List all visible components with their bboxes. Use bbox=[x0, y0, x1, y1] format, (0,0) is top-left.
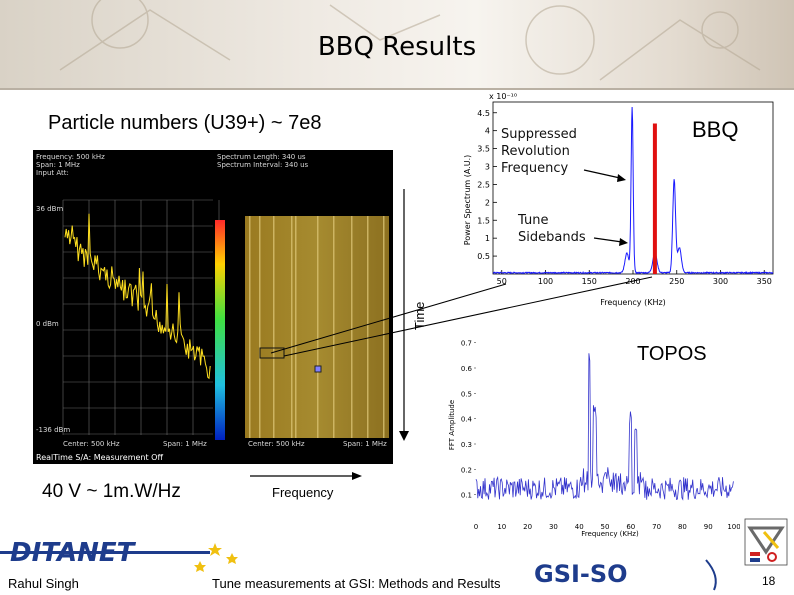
frequency-arrow bbox=[250, 472, 362, 480]
power-density-label: 40 V ~ 1m.W/Hz bbox=[42, 481, 181, 502]
topos-xtick-label: 90 bbox=[704, 523, 713, 531]
topos-xlabel: Frequency (KHz) bbox=[581, 530, 639, 538]
analyzer-graphics bbox=[33, 150, 393, 464]
revolution-annotation: Suppressed Revolution Frequency bbox=[501, 126, 577, 177]
bbq-xlabel: Frequency (KHz) bbox=[600, 298, 666, 307]
header-band bbox=[0, 0, 794, 88]
slide-title: BBQ Results bbox=[317, 32, 477, 62]
analyzer-spectrum-interval: Spectrum Interval: 340 us bbox=[217, 161, 309, 169]
time-arrow bbox=[399, 189, 409, 441]
analyzer-center-left: Center: 500 kHz bbox=[63, 440, 120, 448]
revolution-annotation-line1: Suppressed bbox=[501, 127, 577, 142]
analyzer-y-bottom: -136 dBm bbox=[36, 426, 71, 434]
bbq-xtick-label: 150 bbox=[582, 277, 597, 286]
temf-logo bbox=[744, 518, 788, 566]
particle-numbers-label: Particle numbers (U39+) ~ 7e8 bbox=[48, 112, 322, 134]
topos-ytick-label: 0.2 bbox=[461, 466, 472, 474]
analyzer-info-right: Spectrum Length: 340 us Spectrum Interva… bbox=[217, 153, 308, 169]
topos-ytick-label: 0.4 bbox=[461, 416, 473, 424]
bbq-plot: 0.511.522.533.544.5 50100150200250300350… bbox=[463, 92, 774, 307]
bbq-ylabel: Power Spectrum (A.U.) bbox=[463, 155, 472, 246]
topos-ytick-label: 0.7 bbox=[461, 340, 472, 348]
footer-talk-title: Tune measurements at GSI: Methods and Re… bbox=[212, 576, 501, 591]
analyzer-span-right: Span: 1 MHz bbox=[343, 440, 387, 448]
bbq-ytick-label: 4.5 bbox=[477, 109, 490, 118]
bbq-xtick-label: 300 bbox=[713, 277, 728, 286]
analyzer-att-text: Input Att: bbox=[36, 169, 69, 177]
analyzer-center-right: Center: 500 kHz bbox=[248, 440, 305, 448]
revolution-annotation-line3: Frequency bbox=[501, 161, 569, 176]
bbq-xtick-label: 350 bbox=[757, 277, 772, 286]
footer-author: Rahul Singh bbox=[8, 576, 79, 591]
spectrum-analyzer-screen: Frequency: 500 kHz Span: 1 MHz Input Att… bbox=[33, 150, 393, 464]
bbq-xtick-label: 250 bbox=[669, 277, 684, 286]
topos-ytick-label: 0.6 bbox=[461, 365, 473, 373]
topos-xtick-label: 20 bbox=[523, 523, 532, 531]
revolution-annotation-line2: Revolution bbox=[501, 144, 570, 159]
topos-xtick-label: 50 bbox=[601, 523, 610, 531]
bbq-ytick-label: 1 bbox=[485, 234, 490, 243]
tune-annotation-line2: Sidebands bbox=[518, 230, 586, 245]
ditanet-logo-text: DITANET bbox=[10, 538, 137, 568]
header-decoration bbox=[59, 0, 761, 81]
tune-annotation: Tune Sidebands bbox=[518, 212, 586, 246]
topos-xtick-label: 100 bbox=[727, 523, 740, 531]
analyzer-status: RealTime S/A: Measurement Off bbox=[36, 453, 163, 462]
bbq-ytick-label: 3 bbox=[485, 163, 490, 172]
topos-ytick-label: 0.3 bbox=[461, 441, 472, 449]
topos-ytick-label: 0.5 bbox=[461, 390, 472, 398]
topos-plot: 0.1 0.2 0.3 0.4 0.5 0.6 0.7 0 10 20 30 40 50 60 70 80 9… bbox=[448, 340, 740, 538]
topos-xtick-label: 70 bbox=[652, 523, 661, 531]
topos-xtick-label: 40 bbox=[575, 523, 584, 531]
analyzer-info-left: Frequency: 500 kHz Span: 1 MHz Input Att… bbox=[36, 153, 105, 177]
bbq-ytick-label: 2.5 bbox=[477, 180, 490, 189]
frequency-label: Frequency bbox=[272, 485, 334, 500]
bbq-ytick-label: 4 bbox=[485, 127, 490, 136]
analyzer-span-left: Span: 1 MHz bbox=[163, 440, 207, 448]
topos-xtick-label: 80 bbox=[678, 523, 687, 531]
topos-xtick-label: 0 bbox=[474, 523, 478, 531]
analyzer-spectrum-length: Spectrum Length: 340 us bbox=[217, 153, 306, 161]
bbq-ytick-label: 1.5 bbox=[477, 216, 490, 225]
bbq-exponent: x 10⁻¹⁰ bbox=[489, 92, 517, 101]
topos-xtick-label: 10 bbox=[497, 523, 506, 531]
header-divider bbox=[0, 88, 794, 90]
analyzer-span-text: Span: 1 MHz bbox=[36, 161, 80, 169]
ditanet-logo: DITANET bbox=[0, 538, 238, 572]
topos-xtick-label: 30 bbox=[549, 523, 558, 531]
tune-annotation-line1: Tune bbox=[518, 213, 549, 228]
gsi-logo: GSI-SO bbox=[534, 559, 717, 591]
bbq-red-marker bbox=[652, 123, 657, 274]
analyzer-frequency-text: Frequency: 500 kHz bbox=[36, 153, 105, 161]
bbq-xtick-label: 100 bbox=[538, 277, 553, 286]
bbq-ytick-label: 2 bbox=[485, 198, 490, 207]
topos-ylabel: FFT Amplitude bbox=[448, 400, 456, 450]
gsi-logo-text: GSI-SO bbox=[534, 560, 628, 588]
bbq-ytick-label: 3.5 bbox=[477, 145, 490, 154]
page-number: 18 bbox=[762, 574, 776, 588]
topos-ytick-label: 0.1 bbox=[461, 492, 472, 500]
bbq-label: BBQ bbox=[692, 117, 739, 142]
analyzer-y-mid: 0 dBm bbox=[36, 320, 59, 328]
topos-label: TOPOS bbox=[637, 343, 707, 365]
topos-xtick-label: 60 bbox=[626, 523, 635, 531]
bbq-xtick-label: 50 bbox=[497, 277, 507, 286]
analyzer-y-top: 36 dBm bbox=[36, 205, 64, 213]
bbq-ytick-label: 0.5 bbox=[477, 252, 490, 261]
